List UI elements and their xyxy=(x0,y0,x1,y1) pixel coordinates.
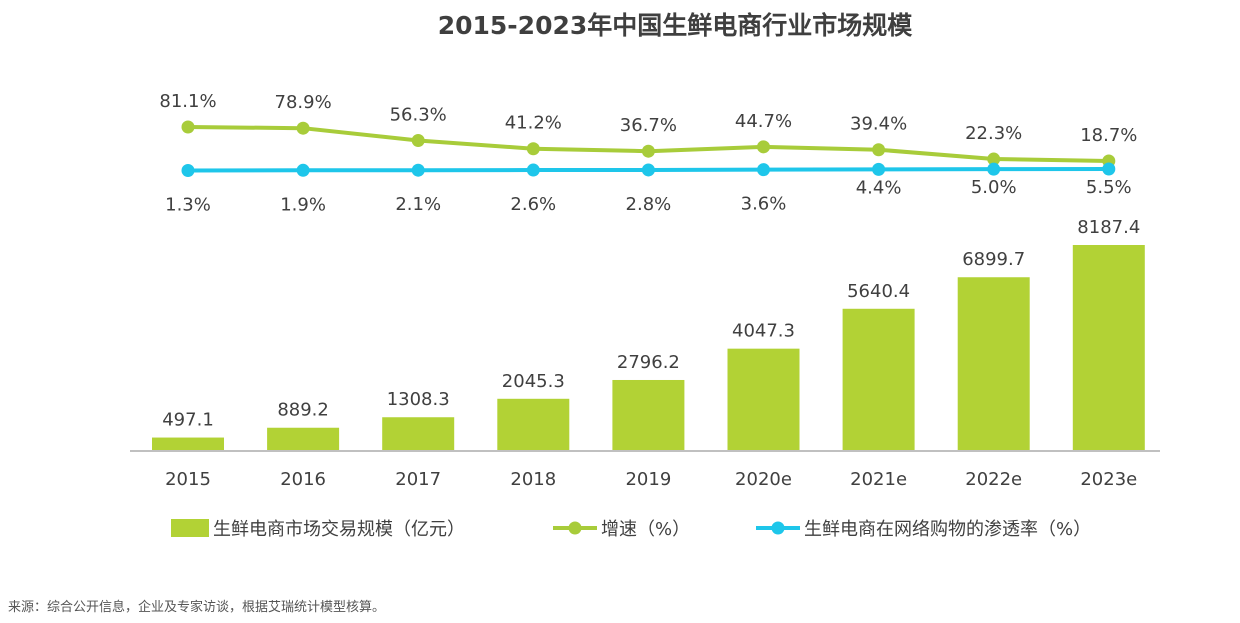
chart-title: 2015-2023年中国生鲜电商行业市场规模 xyxy=(438,11,914,40)
x-tick-label: 2017 xyxy=(395,469,441,490)
penetration-point xyxy=(1102,162,1116,176)
penetration-value-label: 5.0% xyxy=(971,177,1017,198)
source-note: 来源：综合公开信息，企业及专家访谈，根据艾瑞统计模型核算。 xyxy=(8,599,385,615)
line-series xyxy=(181,120,1116,177)
growth-value-label: 44.7% xyxy=(735,111,792,132)
bar-value-label: 2045.3 xyxy=(502,371,565,392)
penetration-point xyxy=(181,164,195,177)
penetration-value-label: 3.6% xyxy=(741,194,787,215)
bar xyxy=(612,379,685,450)
bar xyxy=(957,277,1030,450)
bar-value-label: 8187.4 xyxy=(1077,217,1140,238)
penetration-value-label: 2.6% xyxy=(510,194,556,215)
penetration-point xyxy=(296,163,310,177)
legend-bar-swatch xyxy=(171,519,209,537)
penetration-value-label: 2.8% xyxy=(626,194,672,215)
growth-value-label: 56.3% xyxy=(390,105,447,126)
bar-value-label: 6899.7 xyxy=(962,249,1025,270)
bar xyxy=(727,348,800,450)
growth-point xyxy=(411,134,425,148)
legend: 生鲜电商市场交易规模（亿元） 增速（%） 生鲜电商在网络购物的渗透率（%） xyxy=(171,519,1091,540)
bar xyxy=(267,427,340,450)
bar-value-label: 889.2 xyxy=(277,400,329,421)
growth-point xyxy=(296,121,310,135)
x-tick-label: 2023e xyxy=(1080,469,1137,490)
penetration-value-label: 4.4% xyxy=(856,177,902,198)
growth-value-label: 78.9% xyxy=(275,92,332,113)
penetration-point xyxy=(987,162,1001,176)
line-value-labels: 81.1% 78.9% 56.3% 41.2% 36.7% 44.7% 39.4% 22.3%… xyxy=(159,91,1137,216)
growth-point xyxy=(181,120,195,134)
bar-value-label: 497.1 xyxy=(162,410,214,431)
penetration-value-label: 2.1% xyxy=(395,194,441,215)
legend-bar-label: 生鲜电商市场交易规模（亿元） xyxy=(213,519,465,540)
bar-value-label: 1308.3 xyxy=(387,389,450,410)
penetration-point xyxy=(641,163,655,177)
x-tick-label: 2020e xyxy=(735,469,792,490)
x-tick-label: 2019 xyxy=(625,469,671,490)
bar-value-label: 4047.3 xyxy=(732,321,795,342)
bar xyxy=(842,308,915,450)
x-tick-label: 2018 xyxy=(510,469,556,490)
x-tick-label: 2016 xyxy=(280,469,326,490)
growth-value-label: 18.7% xyxy=(1080,125,1137,146)
penetration-point xyxy=(526,163,540,177)
x-axis-tick-labels: 2015 2016 2017 2018 2019 2020e 2021e 2022e 2023e xyxy=(165,469,1137,490)
growth-value-label: 39.4% xyxy=(850,114,907,135)
legend-penetration-label: 生鲜电商在网络购物的渗透率（%） xyxy=(804,519,1091,540)
growth-point xyxy=(526,142,540,156)
penetration-point xyxy=(872,162,886,176)
bar-value-label: 2796.2 xyxy=(617,352,680,373)
growth-point xyxy=(872,143,886,157)
bar-value-labels: 497.1 889.2 1308.3 2045.3 2796.2 4047.3 5640.4… xyxy=(162,217,1140,431)
growth-point xyxy=(987,152,1001,166)
bar xyxy=(152,437,224,450)
x-tick-label: 2021e xyxy=(850,469,907,490)
growth-value-label: 36.7% xyxy=(620,115,677,136)
growth-value-label: 22.3% xyxy=(965,123,1022,144)
bar xyxy=(382,417,455,450)
penetration-value-label: 5.5% xyxy=(1086,177,1132,198)
growth-value-label: 81.1% xyxy=(159,91,216,112)
x-tick-label: 2015 xyxy=(165,469,211,490)
penetration-point xyxy=(757,163,770,177)
legend-growth-label: 增速（%） xyxy=(601,519,690,540)
legend-penetration-marker xyxy=(771,521,785,535)
bar xyxy=(497,398,570,450)
growth-value-label: 41.2% xyxy=(505,113,562,134)
growth-point xyxy=(641,144,655,158)
penetration-point xyxy=(411,163,425,177)
penetration-value-label: 1.3% xyxy=(165,195,211,216)
bar-series xyxy=(152,245,1145,450)
penetration-value-label: 1.9% xyxy=(280,194,326,215)
bar xyxy=(1072,245,1145,450)
growth-point xyxy=(757,140,770,154)
legend-growth-marker xyxy=(568,521,582,535)
bar-value-label: 5640.4 xyxy=(847,281,910,302)
x-tick-label: 2022e xyxy=(965,469,1022,490)
